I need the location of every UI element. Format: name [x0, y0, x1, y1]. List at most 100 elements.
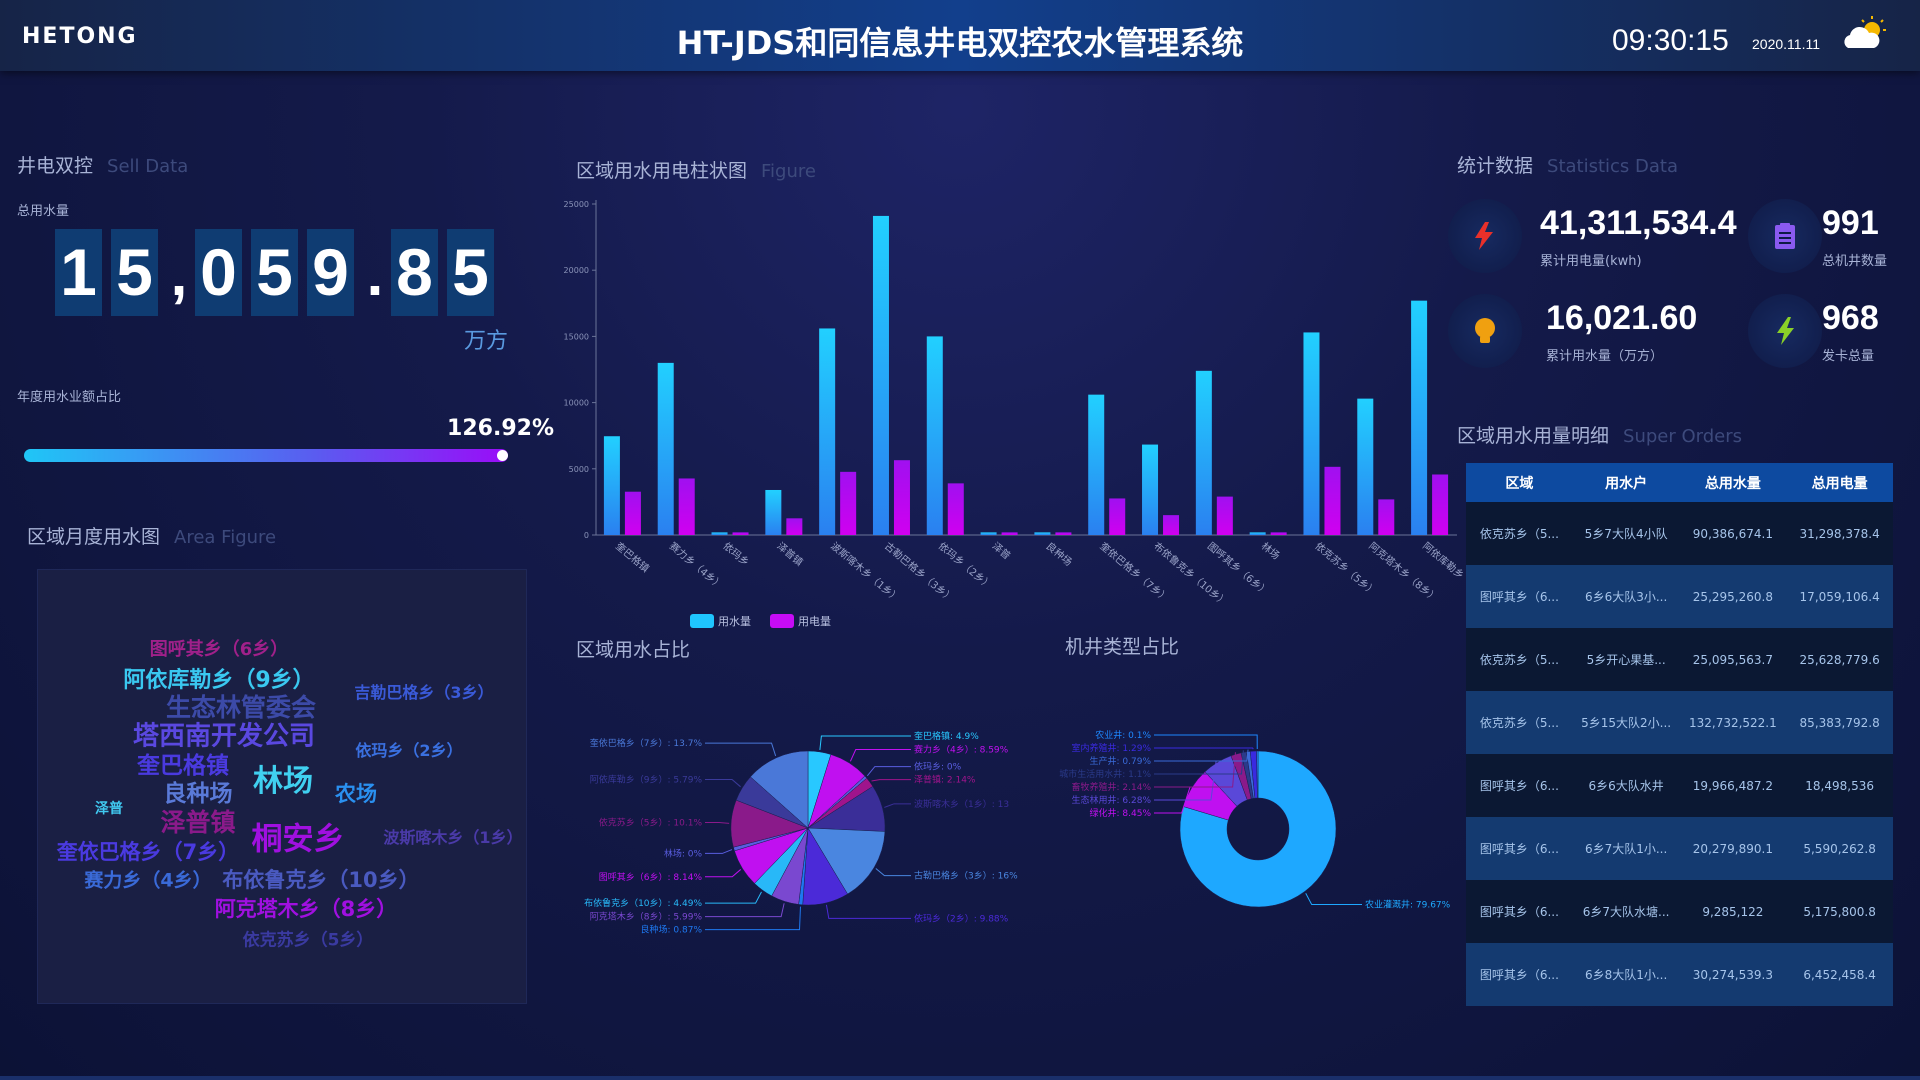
section-subtitle: Figure [761, 161, 816, 182]
pie-leader-line [1154, 734, 1258, 750]
total-water-unit: 万方 [464, 329, 509, 354]
ratio-progress-fill [24, 449, 508, 462]
bar-water[interactable] [1249, 532, 1266, 535]
table-row[interactable]: 图呼其乡（6... 6乡6大队水井 19,966,487.2 18,498,536 [1466, 754, 1893, 817]
bar-water[interactable] [1357, 398, 1374, 535]
counter-digit: 0 [195, 229, 242, 316]
bulb-icon [1475, 318, 1495, 343]
bar-electricity[interactable] [1324, 466, 1341, 535]
x-tick-label: 泽普 [990, 539, 1014, 562]
bar-electricity[interactable] [1432, 474, 1449, 535]
section-title: 井电双控 [17, 155, 94, 177]
table-cell: 132,732,522.1 [1688, 715, 1777, 730]
water-electricity-bar-chart: 0500010000150002000025000奎巴格镇 赛力乡（4乡）依玛乡泽… [564, 200, 1470, 628]
date: 2020.11.11 [1752, 36, 1820, 52]
pie-label: 生产井: 0.79% [1090, 755, 1152, 767]
pie-label: 古勒巴格乡（3乡）: 16% [914, 870, 1018, 882]
bar-electricity[interactable] [786, 518, 803, 535]
table-cell: 17,059,106.4 [1799, 589, 1880, 604]
bar-water[interactable] [765, 489, 782, 535]
bar-electricity[interactable] [1055, 532, 1072, 535]
footer-line [0, 1076, 1920, 1080]
section-title: 区域月度用水图 [27, 526, 161, 548]
counter-digit: 8 [391, 229, 438, 316]
bar-electricity[interactable] [1378, 499, 1395, 535]
column-header[interactable]: 用水户 [1605, 475, 1648, 492]
bar-water[interactable] [1034, 532, 1051, 535]
column-header[interactable]: 总用水量 [1704, 475, 1761, 492]
column-header[interactable]: 区域 [1505, 475, 1534, 492]
table-cell: 5乡15大队2小... [1581, 716, 1672, 730]
table-cell: 5乡开心果基... [1586, 653, 1666, 667]
bar-water[interactable] [1142, 444, 1159, 535]
pie-label: 依玛乡: 0% [914, 761, 962, 773]
table-cell: 31,298,378.4 [1799, 526, 1880, 541]
bar-chart-header: 区域用水用电柱状图 Figure [576, 156, 816, 183]
table-row[interactable]: 图呼其乡（6... 6乡8大队1小... 30,274,539.3 6,452,458… [1466, 943, 1893, 1006]
stat-label: 累计用电量(kwh) [1540, 254, 1642, 269]
legend-label[interactable]: 用电量 [798, 615, 831, 628]
bar-electricity[interactable] [893, 460, 910, 535]
column-header[interactable]: 总用电量 [1811, 475, 1868, 492]
table-cell: 图呼其乡（6... [1479, 968, 1559, 982]
bar-water[interactable] [819, 328, 836, 535]
pie-slice[interactable] [1256, 750, 1259, 799]
bar-electricity[interactable] [624, 491, 641, 535]
bar-electricity[interactable] [947, 483, 964, 535]
bar-water[interactable] [1303, 332, 1320, 535]
stat-icon-circle [1448, 199, 1522, 273]
legend-label[interactable]: 用水量 [718, 615, 751, 628]
pie1-title: 区域用水占比 [576, 639, 691, 661]
bar-electricity[interactable] [1109, 498, 1126, 535]
bar-water[interactable] [657, 362, 674, 535]
table-row[interactable]: 依克苏乡（5... 5乡开心果基... 25,095,563.7 25,628,779… [1466, 628, 1893, 691]
pie-slice[interactable] [1179, 750, 1337, 908]
pie-label: 生态林用井: 6.28% [1072, 794, 1152, 806]
table-row[interactable]: 图呼其乡（6... 6乡7大队1小... 20,279,890.1 5,590,262… [1466, 817, 1893, 880]
y-tick-label: 20000 [564, 266, 589, 275]
bar-water[interactable] [926, 336, 943, 535]
ratio-label: 年度用水业额占比 [17, 390, 122, 405]
word-cloud-item: 桐安乡 [251, 821, 345, 858]
pie-leader-line [1154, 786, 1191, 814]
table-cell: 图呼其乡（6... [1479, 590, 1559, 604]
bar-water[interactable] [1195, 370, 1212, 535]
table-row[interactable]: 依克苏乡（5... 5乡15大队2小... 132,732,522.1 85,383,… [1466, 691, 1893, 754]
table-row[interactable]: 图呼其乡（6... 6乡6大队3小... 25,295,260.8 17,059,10… [1466, 565, 1893, 628]
bar-electricity[interactable] [1163, 515, 1180, 535]
bar-water[interactable] [1088, 394, 1105, 535]
legend-swatch [690, 614, 714, 628]
pie-slice[interactable] [750, 750, 809, 829]
word-cloud-item: 图呼其乡（6乡） [149, 639, 289, 660]
stat-value: 41,311,534.4 [1540, 204, 1737, 242]
table-cell: 6乡6大队水井 [1588, 779, 1664, 793]
bar-water[interactable] [872, 215, 889, 535]
sell-data-header: 井电双控 Sell Data [17, 151, 188, 178]
word-cloud-item: 生态林管委会 [165, 693, 317, 722]
bar-electricity[interactable] [840, 471, 857, 535]
pie-label: 农业井: 0.1% [1095, 729, 1151, 741]
y-tick-label: 10000 [564, 399, 589, 408]
clipboard-icon [1775, 223, 1795, 249]
bar-water[interactable] [980, 532, 997, 535]
table-cell: 9,285,122 [1702, 904, 1764, 919]
bar-electricity[interactable] [732, 532, 749, 535]
x-tick-label: 林场 [1259, 539, 1283, 562]
ratio-value: 126.92% [447, 416, 554, 441]
bar-electricity[interactable] [1270, 532, 1287, 535]
bar-electricity[interactable] [678, 478, 695, 535]
bar-water[interactable] [711, 532, 728, 535]
bar-electricity[interactable] [1001, 532, 1018, 535]
section-title: 区域用水用电柱状图 [576, 160, 748, 182]
bar-water[interactable] [603, 436, 620, 535]
pie2-title: 机井类型占比 [1065, 636, 1180, 658]
pie-leader-line [1154, 752, 1236, 788]
y-tick-label: 5000 [569, 465, 589, 474]
word-cloud-item: 奎依巴格乡（7乡） [56, 840, 240, 864]
table-row[interactable]: 依克苏乡（5... 5乡7大队4小队 90,386,674.1 31,298,378.… [1466, 502, 1893, 565]
pie-slice[interactable] [807, 827, 886, 895]
table-row[interactable]: 图呼其乡（6... 6乡7大队水塘... 9,285,122 5,175,800.8 [1466, 880, 1893, 943]
bar-water[interactable] [1411, 300, 1428, 535]
bar-electricity[interactable] [1216, 496, 1233, 535]
table-header-title: 区域用水用量明细 Super Orders [1457, 421, 1742, 448]
